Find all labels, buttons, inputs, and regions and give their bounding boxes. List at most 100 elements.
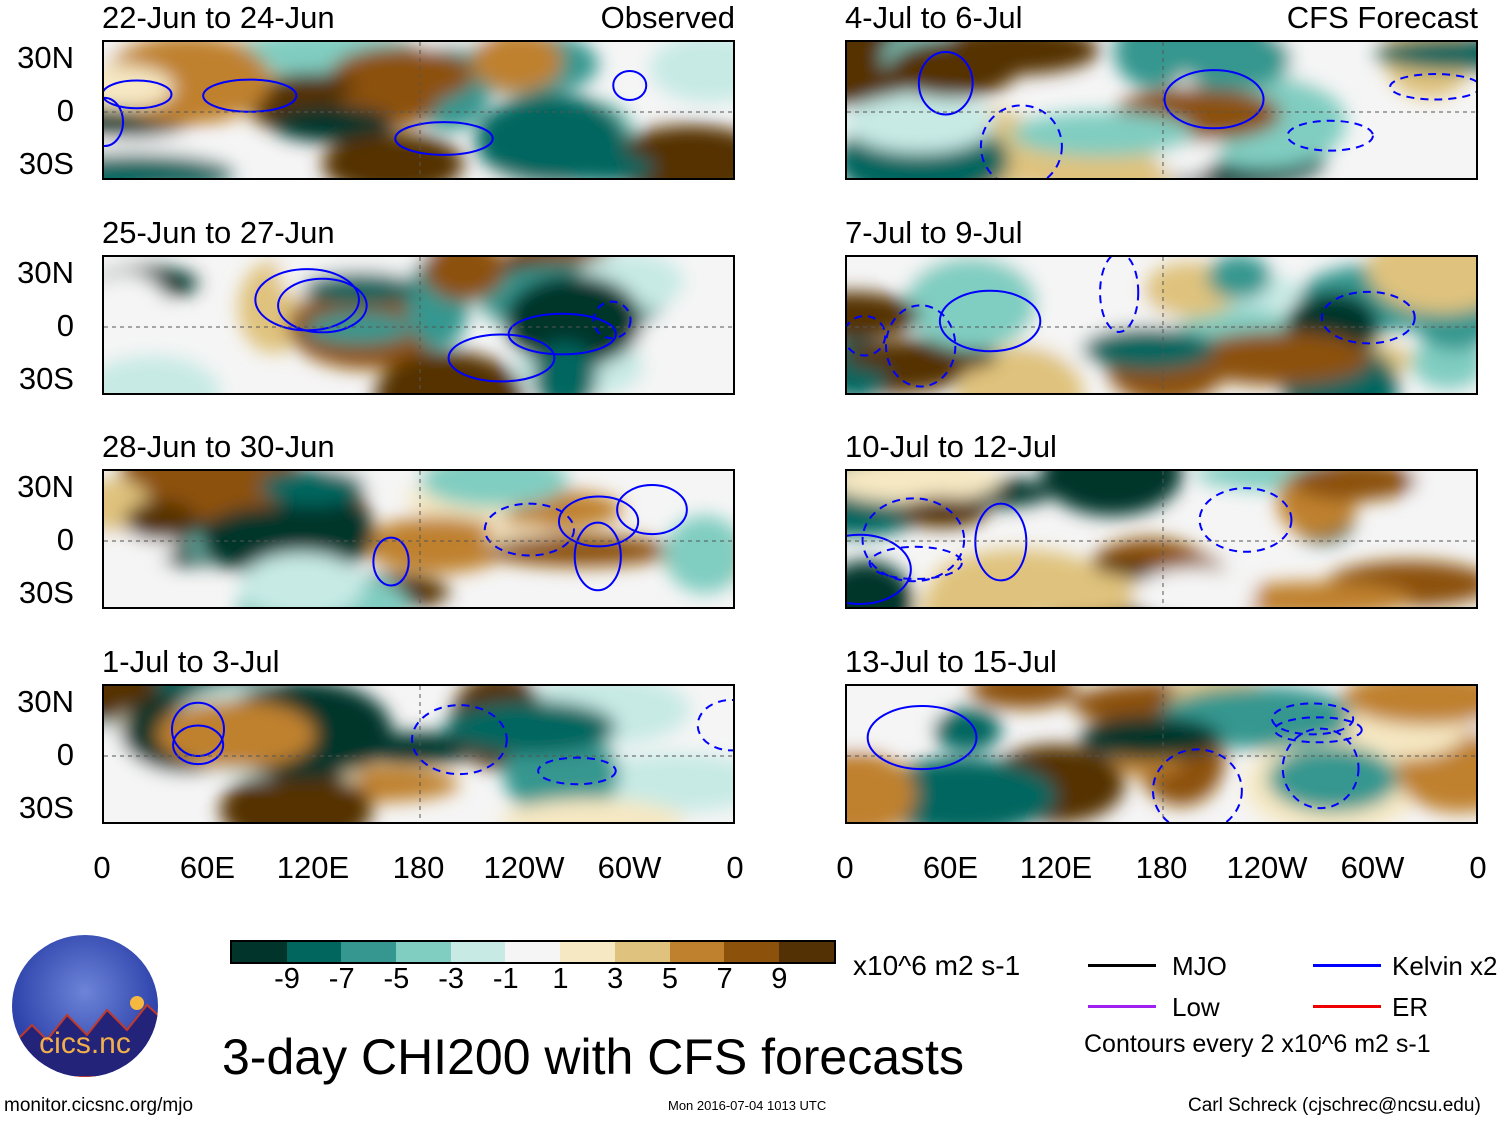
anomaly-blob — [422, 257, 506, 301]
legend-label-er: ER — [1392, 992, 1429, 1022]
panel-date-range: 22-Jun to 24-Jun — [102, 0, 335, 35]
colorbar-tick: -9 — [274, 963, 300, 995]
anomaly-blob — [887, 42, 1019, 98]
anomaly-blob — [1175, 42, 1267, 91]
map-panel — [845, 469, 1478, 609]
kelvin-contour — [104, 96, 125, 148]
anomaly-blob — [1374, 42, 1476, 72]
legend-label-kelvin: Kelvin x2 — [1392, 951, 1498, 981]
lon-label: 180 — [392, 850, 445, 885]
colorbar-tick: 7 — [716, 963, 733, 995]
kelvin-contour — [372, 536, 410, 587]
legend-label-mjo: MJO — [1172, 951, 1227, 981]
colorbar-tick: -1 — [492, 963, 519, 995]
anomaly-blob — [615, 303, 733, 393]
anomaly-blob — [419, 471, 568, 508]
anomaly-blob — [847, 560, 914, 607]
kelvin-contour — [979, 104, 1063, 178]
kelvin-contour — [573, 521, 622, 592]
lat-label: 30N — [17, 255, 74, 290]
kelvin-contour — [612, 70, 648, 101]
lon-label: 180 — [1135, 850, 1188, 885]
map-panel — [102, 684, 735, 824]
anomaly-blob — [444, 700, 617, 755]
lat-label: 30N — [17, 40, 74, 75]
colorbar-tick: 9 — [771, 963, 788, 995]
lon-label: 120W — [1226, 850, 1308, 885]
kelvin-contour — [1273, 716, 1363, 744]
lon-label: 120E — [1019, 850, 1093, 885]
kelvin-contour — [974, 502, 1028, 582]
kelvin-contour — [1389, 73, 1476, 101]
lon-label: 120E — [276, 850, 350, 885]
legend-label-low: Low — [1172, 992, 1220, 1022]
colorbar-swatch — [778, 942, 834, 962]
forecast-label: CFS Forecast — [1286, 0, 1478, 35]
kelvin-contour — [616, 483, 688, 536]
kelvin-contour — [394, 121, 494, 156]
kelvin-contour — [1099, 257, 1140, 333]
anomaly-blob — [124, 500, 197, 541]
lat-label: 30S — [18, 575, 74, 610]
anomaly-blob — [1207, 257, 1271, 300]
anomaly-blob — [270, 105, 393, 143]
kelvin-contour — [938, 289, 1042, 353]
anomaly-blob — [533, 342, 598, 393]
lon-label: 60E — [179, 850, 236, 885]
panel-date-range: 28-Jun to 30-Jun — [102, 429, 335, 464]
lat-label: 0 — [56, 522, 74, 557]
kelvin-contour — [917, 50, 974, 116]
kelvin-contour — [847, 533, 912, 605]
lon-label: 0 — [726, 850, 744, 885]
logo-text: cics.nc — [39, 1027, 131, 1060]
anomaly-blob — [259, 471, 366, 506]
anomaly-blob — [303, 272, 418, 305]
lon-label: 60W — [1340, 850, 1405, 885]
kelvin-contour — [172, 724, 225, 766]
colorbar-swatch — [560, 942, 615, 962]
anomaly-blob — [1367, 257, 1476, 314]
colorbar-swatch — [724, 942, 779, 962]
panel-date-range: 7-Jul to 9-Jul — [845, 215, 1023, 250]
kelvin-contour — [1198, 487, 1293, 553]
colorbar-swatch — [450, 942, 506, 962]
map-panel — [102, 255, 735, 395]
anomaly-blob — [485, 535, 674, 567]
anomaly-blob — [1082, 327, 1215, 371]
cicsnc-logo: cics.nc — [12, 935, 158, 1077]
kelvin-contour — [170, 701, 226, 758]
map-panel — [845, 684, 1478, 824]
panel-date-range: 13-Jul to 15-Jul — [845, 644, 1057, 679]
anomaly-blob — [1113, 42, 1192, 89]
lon-label: 0 — [93, 850, 111, 885]
anomaly-blob — [374, 351, 524, 393]
anomaly-blob — [649, 42, 733, 103]
anomaly-blob — [1342, 686, 1476, 726]
footer-url[interactable]: monitor.cicsnc.org/mjo — [4, 1095, 194, 1116]
kelvin-contour — [592, 300, 632, 340]
lat-label: 30S — [18, 790, 74, 825]
anomaly-blob — [905, 257, 1037, 351]
legend-line-mjo — [1088, 964, 1156, 967]
anomaly-blob — [1291, 471, 1417, 502]
anomaly-blob — [969, 686, 1078, 709]
lat-label: 30N — [17, 469, 74, 504]
anomaly-blob — [104, 273, 170, 350]
colorbar-swatch — [286, 942, 342, 962]
kelvin-contour — [447, 333, 556, 383]
map-panel — [845, 255, 1478, 395]
anomaly-blob — [104, 64, 175, 110]
anomaly-blob — [365, 516, 511, 574]
colorbar-swatch — [614, 942, 670, 962]
lat-label: 0 — [56, 93, 74, 128]
anomaly-blob — [1011, 111, 1194, 157]
anomaly-blob — [847, 751, 916, 822]
kelvin-contour — [1163, 69, 1265, 130]
colorbar-tick: 1 — [552, 963, 569, 995]
footer-timestamp: Mon 2016-07-04 1013 UTC — [668, 1098, 827, 1113]
anomaly-blob — [664, 515, 733, 594]
kelvin-contour — [254, 268, 360, 332]
kelvin-contour — [1320, 290, 1416, 345]
kelvin-contour — [861, 497, 966, 583]
